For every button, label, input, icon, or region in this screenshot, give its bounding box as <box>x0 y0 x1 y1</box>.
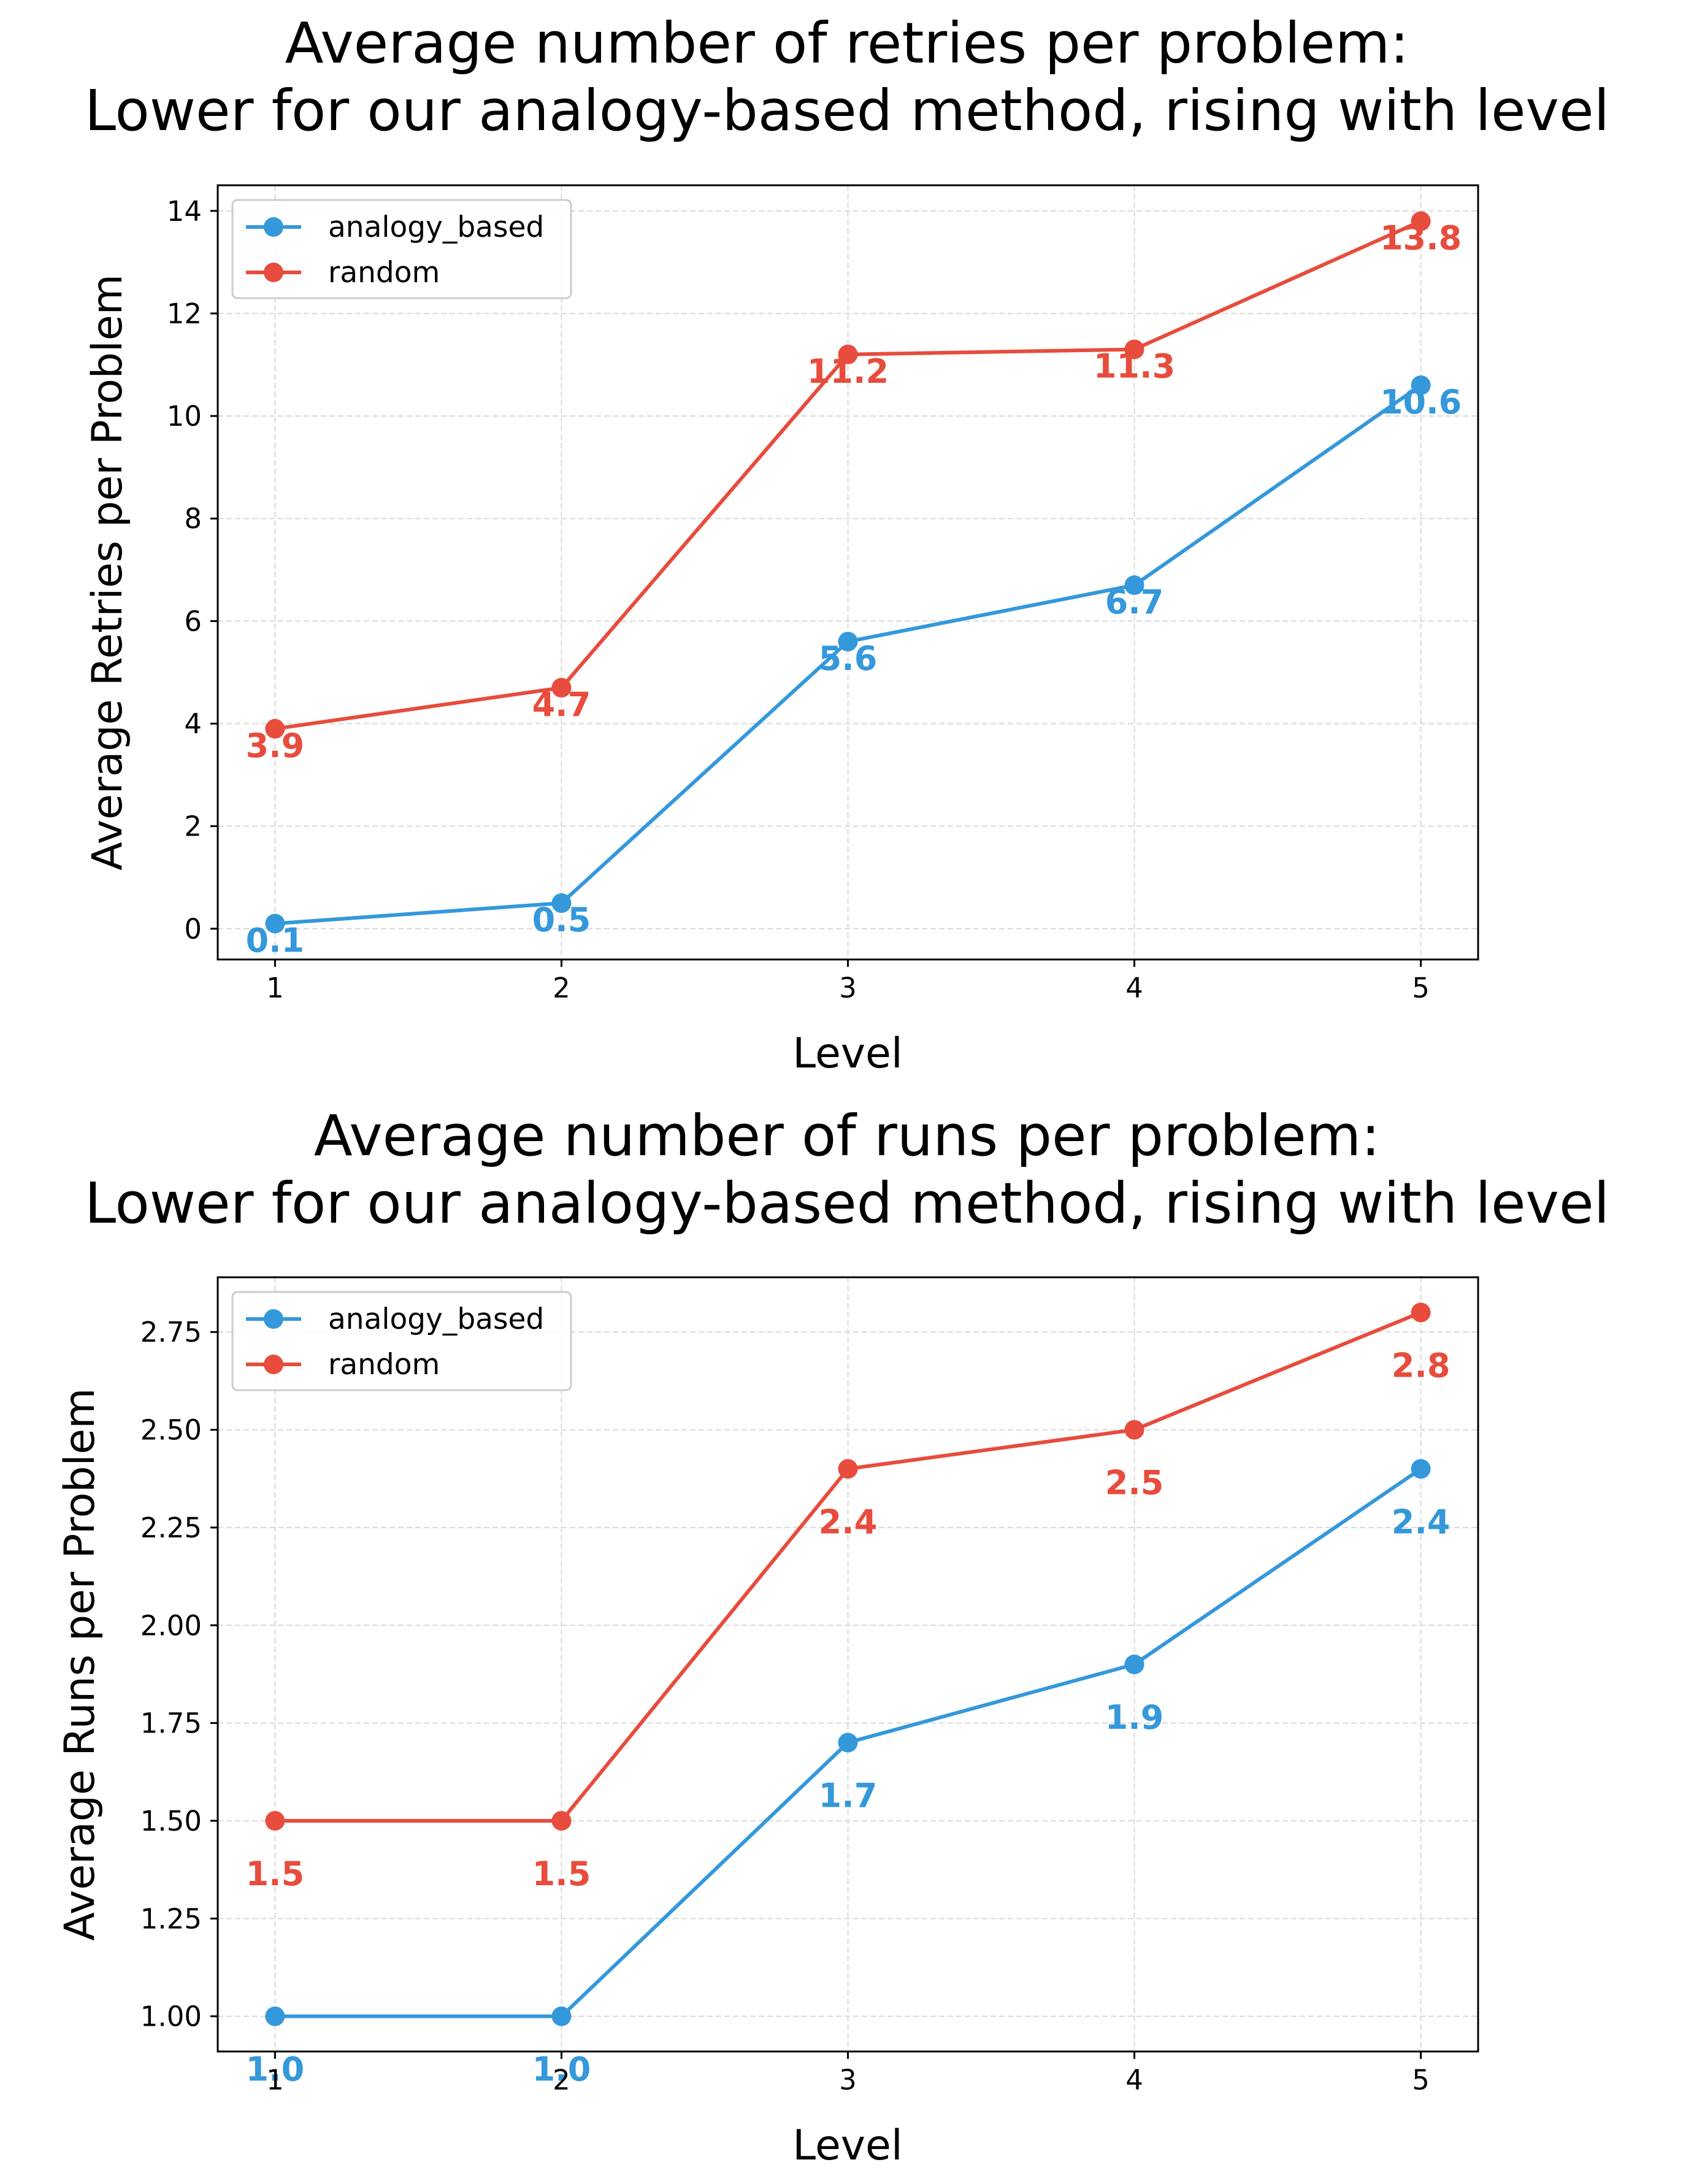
chart-title-line-1: Average number of retries per problem: <box>285 10 1409 76</box>
runs-chart: Average number of runs per problem: Lowe… <box>56 1103 1609 2170</box>
legend-label: random <box>328 1348 440 1382</box>
chart-title-line-2: Lower for our analogy-based method, risi… <box>85 78 1609 144</box>
data-label: 13.8 <box>1380 219 1462 258</box>
data-point <box>838 631 858 652</box>
data-point <box>1124 575 1144 595</box>
data-point <box>1411 1302 1431 1323</box>
data-label: 4.7 <box>532 685 591 724</box>
legend-marker <box>264 217 283 237</box>
chart-title-line-2: Lower for our analogy-based method, risi… <box>85 1171 1609 1236</box>
data-label: 2.4 <box>819 1502 878 1541</box>
data-point <box>1411 375 1431 395</box>
data-label: 2.5 <box>1105 1464 1164 1502</box>
data-point <box>265 718 285 739</box>
data-label: 1.7 <box>819 1776 878 1815</box>
y-tick-label: 1.00 <box>140 2001 202 2033</box>
x-tick-label: 4 <box>1125 2064 1143 2096</box>
legend-box <box>231 199 572 299</box>
data-label: 3.9 <box>246 726 305 765</box>
data-label: 6.7 <box>1105 583 1164 621</box>
x-tick-label: 1 <box>266 2064 284 2096</box>
y-tick-label: 2.25 <box>140 1512 202 1544</box>
data-label: 10.6 <box>1380 383 1462 421</box>
data-label: 11.2 <box>807 352 889 391</box>
data-point <box>1124 1420 1144 1440</box>
y-axis-label: Average Runs per Problem <box>56 1388 104 1941</box>
data-label: 1.5 <box>246 1855 305 1893</box>
data-label: 2.8 <box>1392 1346 1451 1385</box>
y-tick-label: 1.75 <box>140 1707 202 1740</box>
x-tick-label: 5 <box>1412 2064 1430 2096</box>
legend-marker <box>264 1309 283 1329</box>
data-point <box>551 2006 572 2026</box>
grid <box>218 1277 1478 2051</box>
data-point <box>265 913 285 934</box>
data-point <box>551 893 572 913</box>
y-axis-label: Average Retries per Problem <box>83 274 132 871</box>
chart-title-line-1: Average number of runs per problem: <box>314 1103 1381 1169</box>
data-point <box>838 1732 858 1753</box>
y-tick-label: 2.50 <box>140 1414 202 1447</box>
y-tick-label: 1.25 <box>140 1902 202 1935</box>
x-tick-label: 2 <box>553 972 570 1004</box>
data-point <box>1411 211 1431 231</box>
data-point <box>551 1810 572 1831</box>
legend-marker <box>264 1355 283 1374</box>
series-layer: 0.1 0.5 5.6 6.7 10.6 3.9 4.7 11.2 11.3 13.8 <box>246 211 1462 959</box>
data-point <box>551 678 572 698</box>
data-label: 1.9 <box>1105 1698 1164 1737</box>
legend-label: random <box>328 256 440 290</box>
y-tick-label: 1.50 <box>140 1805 202 1837</box>
data-point <box>265 1810 285 1831</box>
y-tick-label: 2 <box>184 810 202 843</box>
data-label: 0.1 <box>246 921 305 959</box>
data-label: 2.4 <box>1392 1502 1451 1541</box>
x-tick-label: 3 <box>839 2064 857 2096</box>
legend-label: analogy_based <box>328 1302 544 1336</box>
legend-marker <box>264 263 283 282</box>
x-axis-label: Level <box>792 1029 903 1078</box>
y-tick-label: 12 <box>167 298 202 330</box>
data-point <box>1124 1655 1144 1674</box>
data-point <box>1124 339 1144 360</box>
x-tick-label: 3 <box>839 972 857 1004</box>
y-tick-label: 14 <box>167 195 202 228</box>
y-tick-label: 0 <box>184 913 202 945</box>
y-tick-label: 4 <box>184 708 202 740</box>
y-tick-label: 8 <box>184 502 202 535</box>
x-tick-label: 5 <box>1412 972 1430 1004</box>
x-axis-label: Level <box>792 2121 903 2170</box>
data-point <box>838 344 858 364</box>
grid <box>218 185 1478 959</box>
data-label: 5.6 <box>819 639 878 678</box>
x-tick-label: 1 <box>266 972 284 1004</box>
series-layer: 1.0 1.01.71.92.41.5 1.52.42.52.8 <box>246 1302 1451 2089</box>
y-tick-label: 10 <box>167 400 202 433</box>
data-point <box>838 1459 858 1479</box>
x-tick-label: 4 <box>1125 972 1143 1004</box>
y-tick-label: 6 <box>184 605 202 637</box>
data-label: 11.3 <box>1094 347 1175 385</box>
legend-box <box>231 1291 572 1391</box>
data-point <box>265 2006 285 2026</box>
legend-label: analogy_based <box>328 210 544 244</box>
retries-chart: Average number of retries per problem: L… <box>83 10 1609 1078</box>
y-tick-label: 2.00 <box>140 1609 202 1642</box>
data-point <box>1411 1459 1431 1479</box>
x-tick-label: 2 <box>553 2064 570 2096</box>
axis-ticks: 1 2 3 4 5 1.00 1.25 1.50 1.75 2.00 2.25 2.50 2.75 <box>140 1316 1430 2096</box>
data-label: 0.5 <box>532 901 591 939</box>
data-label: 1.5 <box>532 1855 591 1893</box>
y-tick-label: 2.75 <box>140 1316 202 1348</box>
